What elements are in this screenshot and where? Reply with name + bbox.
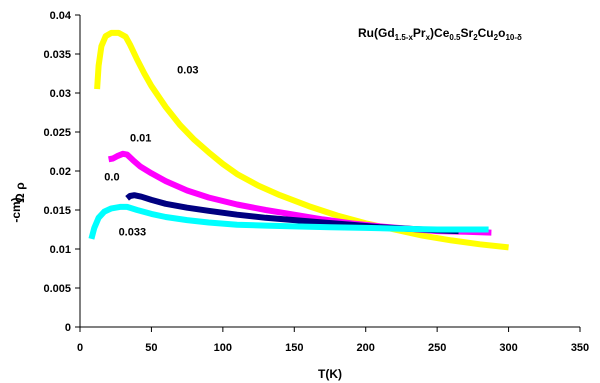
- chart-title-part: Sr: [461, 26, 474, 40]
- chart-title-part: 1.5-x: [395, 33, 414, 42]
- y-axis-title-part: Ω: [13, 193, 27, 203]
- chart-title-part: Pr: [413, 26, 426, 40]
- chart-title-part: x: [426, 33, 431, 42]
- axes: 0 50 100 150 200 250 300 35000.0050.010.0150.02…: [9, 10, 589, 381]
- x-tick-label: 300: [499, 342, 517, 354]
- x-tick-label: 150: [285, 342, 303, 354]
- y-tick-label: 0.02: [50, 166, 71, 178]
- y-tick-label: 0.01: [50, 244, 71, 256]
- x-tick-label: 250: [428, 342, 446, 354]
- series-layer: [88, 29, 509, 251]
- y-axis-title-part: -cm): [9, 197, 23, 222]
- x-tick-label: 0: [77, 342, 83, 354]
- series-line-0.033: [88, 203, 489, 240]
- chart-title-part: Ru(Gd: [358, 26, 395, 40]
- chart-title-part: 0.5: [449, 33, 461, 42]
- y-tick-label: 0.035: [43, 49, 71, 61]
- y-tick-label: 0.04: [50, 10, 72, 22]
- chart-title-part: )Ce: [430, 26, 450, 40]
- y-tick-label: 0: [65, 322, 71, 334]
- series-label: 0.0: [104, 171, 119, 183]
- y-tick-label: 0.025: [43, 127, 71, 139]
- chart-title-part: 2: [473, 33, 478, 42]
- x-tick-label: 100: [214, 342, 232, 354]
- x-axis-title: T(K): [318, 367, 342, 381]
- y-tick-label: 0.015: [43, 205, 71, 217]
- chart-title: Ru(Gd1.5-xPrx)Ce0.5Sr2Cu2o10-δ: [358, 26, 522, 42]
- series-label: 0.01: [130, 132, 151, 144]
- chart-title-part: 2: [494, 33, 499, 42]
- y-tick-label: 0.005: [43, 283, 71, 295]
- y-axis-title-part: ρ: [13, 182, 27, 189]
- series-label: 0.033: [119, 227, 147, 239]
- chart-title-part: o: [498, 26, 505, 40]
- x-tick-label: 350: [571, 342, 589, 354]
- chart-title-part: 10-δ: [505, 33, 522, 42]
- x-tick-label: 50: [145, 342, 157, 354]
- series-label: 0.03: [177, 65, 198, 77]
- chart-title-part: Cu: [478, 26, 494, 40]
- labels-layer: 0.03 0.01 0.0 0.033: [104, 65, 198, 239]
- y-tick-label: 0.03: [50, 88, 71, 100]
- x-tick-label: 200: [357, 342, 375, 354]
